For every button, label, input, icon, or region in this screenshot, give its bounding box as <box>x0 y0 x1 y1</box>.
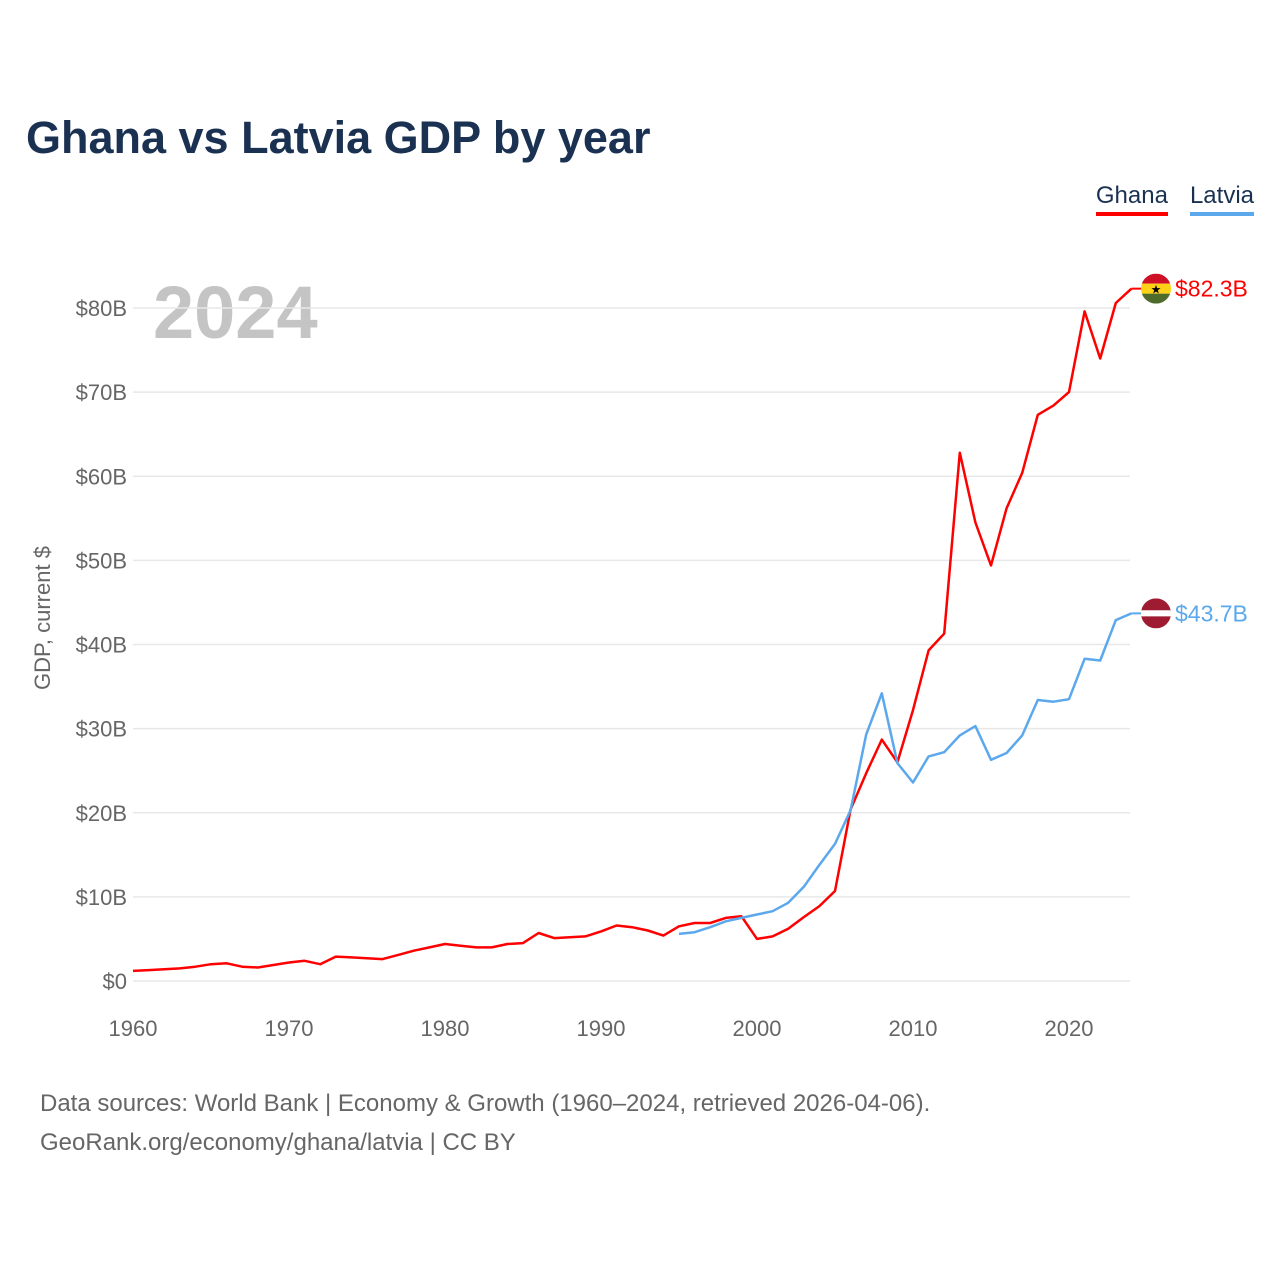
end-value-label: $82.3B <box>1175 276 1248 302</box>
x-tick-label: 1960 <box>109 1016 158 1041</box>
y-tick-label: $0 <box>103 969 127 994</box>
y-tick-label: $70B <box>76 380 127 405</box>
latvia-flag-icon <box>1141 598 1171 629</box>
series-line-latvia <box>678 612 1132 936</box>
x-tick-label: 1980 <box>421 1016 470 1041</box>
y-tick-label: $10B <box>76 885 127 910</box>
x-tick-label: 1970 <box>265 1016 314 1041</box>
y-tick-label: $40B <box>76 633 127 658</box>
x-tick-label: 2020 <box>1045 1016 1094 1041</box>
svg-text:★: ★ <box>1151 283 1162 297</box>
year-watermark: 2024 <box>153 271 318 354</box>
x-tick-label: 2000 <box>733 1016 782 1041</box>
y-tick-label: $60B <box>76 464 127 489</box>
chart-title: Ghana vs Latvia GDP by year <box>26 112 651 163</box>
footer: Data sources: World Bank | Economy & Gro… <box>40 1084 930 1162</box>
end-value-label: $43.7B <box>1175 600 1248 626</box>
legend-ghana[interactable]: Ghana <box>1095 182 1168 216</box>
y-axis-label: GDP, current $ <box>30 546 55 690</box>
x-tick-label: 1990 <box>577 1016 626 1041</box>
legend: Ghana Latvia <box>1095 182 1254 216</box>
ghana-flag-icon: ★ <box>1141 273 1171 304</box>
data-sources: Data sources: World Bank | Economy & Gro… <box>40 1090 931 1117</box>
source-link[interactable]: GeoRank.org/economy/ghana/latvia | CC BY <box>40 1129 516 1156</box>
legend-latvia[interactable]: Latvia <box>1189 182 1254 216</box>
y-tick-label: $30B <box>76 717 127 742</box>
x-tick-label: 2010 <box>889 1016 938 1041</box>
series-line-ghana <box>132 287 1133 973</box>
y-tick-label: $50B <box>76 548 127 573</box>
y-tick-label: $80B <box>76 296 127 321</box>
y-tick-label: $20B <box>76 801 127 826</box>
